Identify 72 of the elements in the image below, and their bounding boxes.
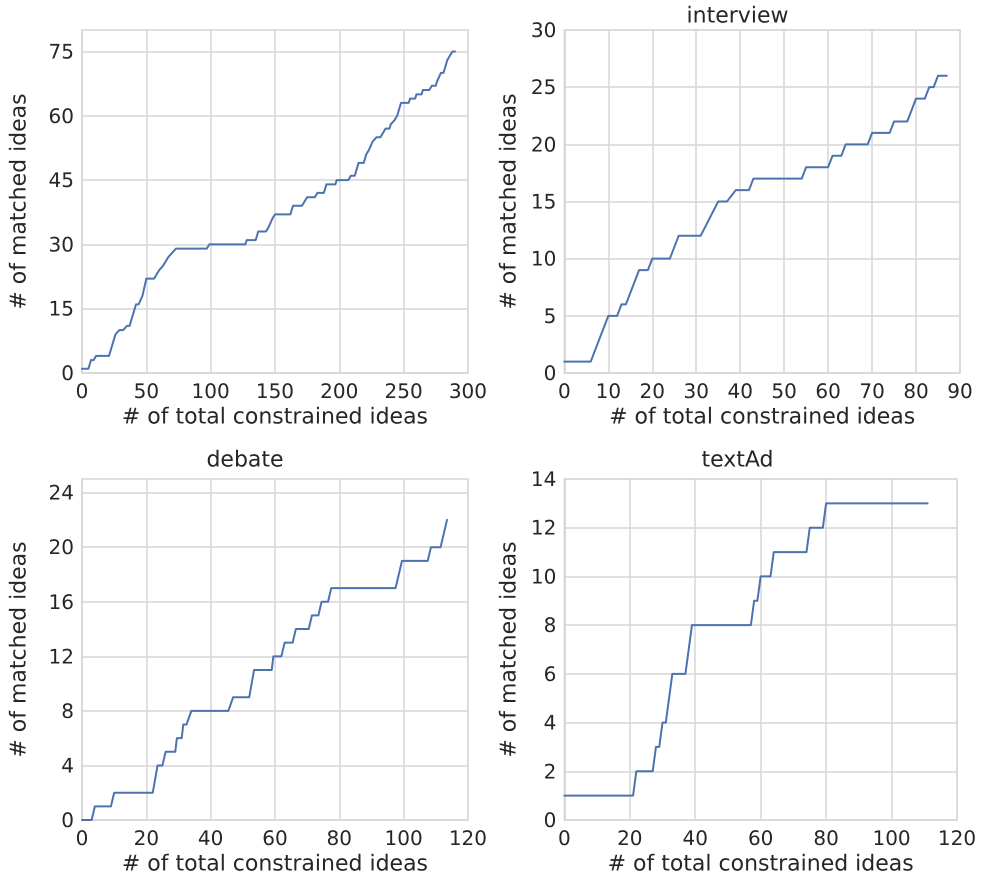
y-tick-label: 45 [48,168,74,192]
line-series [563,74,948,363]
x-tick-label: 80 [326,826,352,850]
y-tick-label: 16 [48,590,74,614]
x-tick-label: 50 [134,379,160,403]
x-axis-title: # of total constrained ideas [609,404,916,430]
x-tick-label: 40 [682,826,708,850]
x-tick-label: 200 [320,379,358,403]
y-tick-label: 0 [61,808,74,832]
y-tick-label: 0 [61,361,74,385]
x-tick-label: 0 [76,826,88,850]
y-tick-label: 8 [61,698,74,723]
x-tick-label: 120 [938,826,976,850]
x-tick-label: 80 [813,826,839,850]
x-tick-label: 20 [617,826,643,850]
x-axis-title: # of total constrained ideas [122,404,428,430]
y-tick-label: 20 [48,535,74,560]
line-series [81,518,448,821]
x-tick-label: 150 [256,379,294,403]
x-tick-label: 0 [76,379,88,403]
x-tick-label: 250 [384,379,423,403]
chart-title: textAd [701,448,774,472]
y-tick-label: 30 [48,232,74,256]
x-tick-label: 80 [903,379,929,403]
y-tick-label: 4 [544,710,556,735]
y-tick-label: 60 [48,104,74,128]
y-tick-label: 0 [544,808,556,832]
y-tick-label: 0 [544,361,556,385]
x-tick-label: 20 [640,379,665,403]
y-tick-label: 24 [48,480,74,505]
x-tick-label: 70 [859,379,885,403]
x-tick-label: 90 [947,379,973,403]
y-tick-label: 12 [530,516,556,540]
y-tick-label: 5 [544,304,556,328]
x-tick-label: 100 [192,379,230,403]
y-tick-label: 6 [544,662,556,686]
y-tick-label: 8 [544,613,556,638]
x-axis-title: # of total constrained ideas [122,851,428,876]
line-series [81,50,456,370]
y-tick-label: 4 [61,753,74,778]
x-tick-label: 100 [384,826,423,850]
y-axis-title: # of matched ideas [6,541,32,758]
x-tick-label: 40 [198,826,224,850]
x-axis-title: # of total constrained ideas [608,851,914,876]
y-tick-label: 10 [530,246,556,271]
x-tick-label: 20 [134,826,160,850]
line-series [563,502,929,797]
x-tick-label: 120 [448,826,488,850]
chart-title: interview [686,4,788,28]
y-tick-label: 25 [530,75,556,100]
y-tick-label: 75 [48,39,74,64]
x-tick-label: 60 [748,826,774,850]
x-tick-label: 300 [448,379,488,403]
x-tick-label: 60 [262,826,288,850]
y-tick-label: 30 [530,18,556,42]
y-tick-label: 2 [544,759,556,784]
y-tick-label: 20 [530,132,556,156]
y-axis-title: # of matched ideas [496,93,522,310]
y-tick-label: 15 [48,296,74,321]
y-tick-label: 12 [48,644,74,668]
y-tick-label: 15 [530,190,556,214]
x-tick-label: 50 [771,379,797,403]
y-axis-title: # of matched ideas [496,541,522,758]
y-axis-title: # of matched ideas [6,93,32,310]
chart-title: debate [206,448,284,472]
x-tick-label: 30 [684,379,709,403]
x-tick-label: 100 [872,826,911,850]
y-tick-label: 10 [530,564,556,588]
x-tick-label: 60 [815,379,841,403]
x-tick-label: 40 [727,379,753,403]
x-tick-label: 10 [596,379,622,403]
y-tick-label: 14 [530,467,556,491]
